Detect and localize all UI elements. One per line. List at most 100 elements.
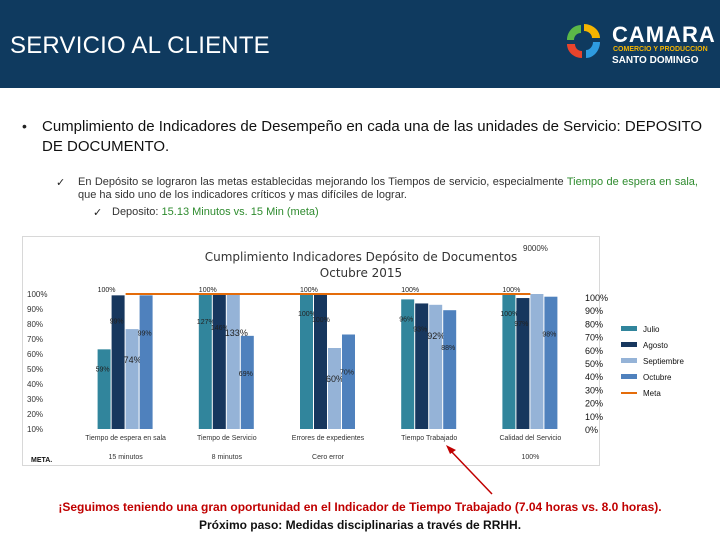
chart-title-line: Cumplimiento Indicadores Depósito de Doc… (205, 250, 518, 264)
data-label: 100% (500, 311, 518, 318)
bar-octubre (240, 335, 254, 429)
chart-svg: Cumplimiento Indicadores Depósito de Doc… (27, 244, 684, 464)
y-tick-label-right: 80% (585, 319, 603, 329)
sub-point-text: En Depósito se lograron las metas establ… (78, 176, 698, 202)
bar-agosto (314, 294, 327, 429)
data-label: 146% (211, 325, 229, 332)
meta-label: 100% (98, 287, 116, 294)
logo-main-text: CAMARA (612, 22, 716, 47)
y-tick-label-left: 100% (27, 290, 47, 299)
bar-julio (300, 294, 313, 429)
data-label: 93% (413, 326, 427, 333)
bar-agosto (415, 303, 429, 429)
data-label: 97% (514, 321, 528, 328)
data-label: 88% (441, 345, 455, 352)
bar-septiembre (226, 294, 240, 429)
meta-value: 15 minutos (108, 454, 143, 461)
meta-row-label: META. (31, 457, 52, 464)
footer-line-1: ¡Seguimos teniendo una gran oportunidad … (58, 500, 662, 514)
y-tick-label-right: 0% (585, 425, 598, 435)
checkmark-icon: ✓ (93, 207, 103, 219)
data-label: 133% (225, 328, 248, 338)
bar-septiembre (429, 304, 443, 429)
meta-label: 100% (401, 287, 419, 294)
sub-point-pre: En Depósito se lograron las metas establ… (78, 176, 567, 188)
y-tick-label-right: 40% (585, 372, 603, 382)
y-tick-label-left: 80% (27, 320, 43, 329)
sub-point-post: que ha sido uno de los indicadores críti… (78, 189, 407, 201)
bar-octubre (139, 295, 153, 429)
legend-swatch (621, 374, 637, 379)
data-label: 59% (96, 366, 110, 373)
deposit-pre: Deposito: (112, 206, 162, 218)
y-tick-label-right: 10% (585, 412, 603, 422)
logo-sub-text: COMERCIO Y PRODUCCION (613, 46, 708, 53)
bar-julio (401, 299, 415, 429)
y-tick-label-left: 70% (27, 335, 43, 344)
legend-swatch (621, 358, 637, 363)
legend-label: Septiembre (643, 357, 684, 366)
data-label: 69% (239, 371, 253, 378)
checkmark-icon: ✓ (56, 177, 66, 189)
meta-value: Cero error (312, 454, 345, 461)
meta-label: 100% (300, 287, 318, 294)
bar-octubre (342, 334, 355, 429)
camara-logo-icon (567, 24, 600, 58)
x-tick-label: Errores de expedientes (292, 435, 365, 442)
data-label: 98% (542, 332, 556, 339)
y-tick-label-left: 40% (27, 380, 43, 389)
data-label: 92% (427, 331, 445, 341)
data-label: 70% (340, 370, 354, 377)
bar-agosto (516, 298, 530, 429)
data-label: 60% (326, 374, 344, 384)
x-tick-label: Calidad del Servicio (499, 435, 561, 442)
y-tick-label-right: 100% (585, 293, 608, 303)
y-tick-label-right: 20% (585, 399, 603, 409)
y-tick-label-left: 20% (27, 410, 43, 419)
data-label: 9000% (523, 244, 548, 253)
data-label: 100% (298, 311, 316, 318)
header-bar: SERVICIO AL CLIENTE CAMARA COMERCIO Y PR… (0, 0, 720, 88)
data-label: 100% (312, 317, 330, 324)
x-tick-label: Tiempo Trabajado (401, 435, 457, 442)
sub-point-highlight: Tiempo de espera en sala, (566, 176, 698, 188)
bar-septiembre (328, 348, 341, 429)
legend-swatch (621, 342, 637, 347)
bullet-icon: • (22, 118, 27, 134)
legend-label: Agosto (643, 341, 668, 350)
bar-septiembre (125, 329, 139, 429)
footer-line-2: Próximo paso: Medidas disciplinarias a t… (198, 518, 522, 532)
data-label: 99% (138, 330, 152, 337)
bar-septiembre (530, 294, 544, 429)
legend-label: Octubre (643, 373, 672, 382)
data-label: 74% (124, 355, 142, 365)
meta-label: 100% (502, 287, 520, 294)
bar-julio (502, 294, 516, 429)
y-tick-label-left: 50% (27, 365, 43, 374)
x-tick-label: Tiempo de espera en sala (85, 435, 166, 442)
footer-text: ¡Seguimos teniendo una gran oportunidad … (20, 498, 700, 534)
bar-octubre (443, 310, 457, 429)
bar-agosto (111, 295, 125, 429)
bar-julio (198, 294, 212, 429)
legend-swatch (621, 326, 637, 331)
meta-value: 8 minutos (212, 454, 243, 461)
legend-label: Julio (643, 325, 660, 334)
y-tick-label-left: 60% (27, 350, 43, 359)
logo-city-text: SANTO DOMINGO (612, 55, 699, 66)
y-tick-label-right: 60% (585, 346, 603, 356)
page-title: SERVICIO AL CLIENTE (10, 32, 270, 59)
deposit-line: Deposito: 15.13 Minutos vs. 15 Min (meta… (112, 206, 319, 218)
y-tick-label-left: 30% (27, 395, 43, 404)
data-label: 96% (399, 316, 413, 323)
bar-agosto (212, 294, 226, 429)
x-tick-label: Tiempo de Servicio (197, 435, 257, 442)
y-tick-label-right: 30% (585, 385, 603, 395)
data-label: 127% (197, 319, 215, 326)
bar-octubre (544, 296, 558, 429)
y-tick-label-right: 50% (585, 359, 603, 369)
data-label: 99% (110, 318, 124, 325)
y-tick-label-left: 10% (27, 425, 43, 434)
camara-logo: CAMARA COMERCIO Y PRODUCCION SANTO DOMIN… (562, 14, 715, 74)
chart-title-line: Octubre 2015 (320, 266, 402, 280)
